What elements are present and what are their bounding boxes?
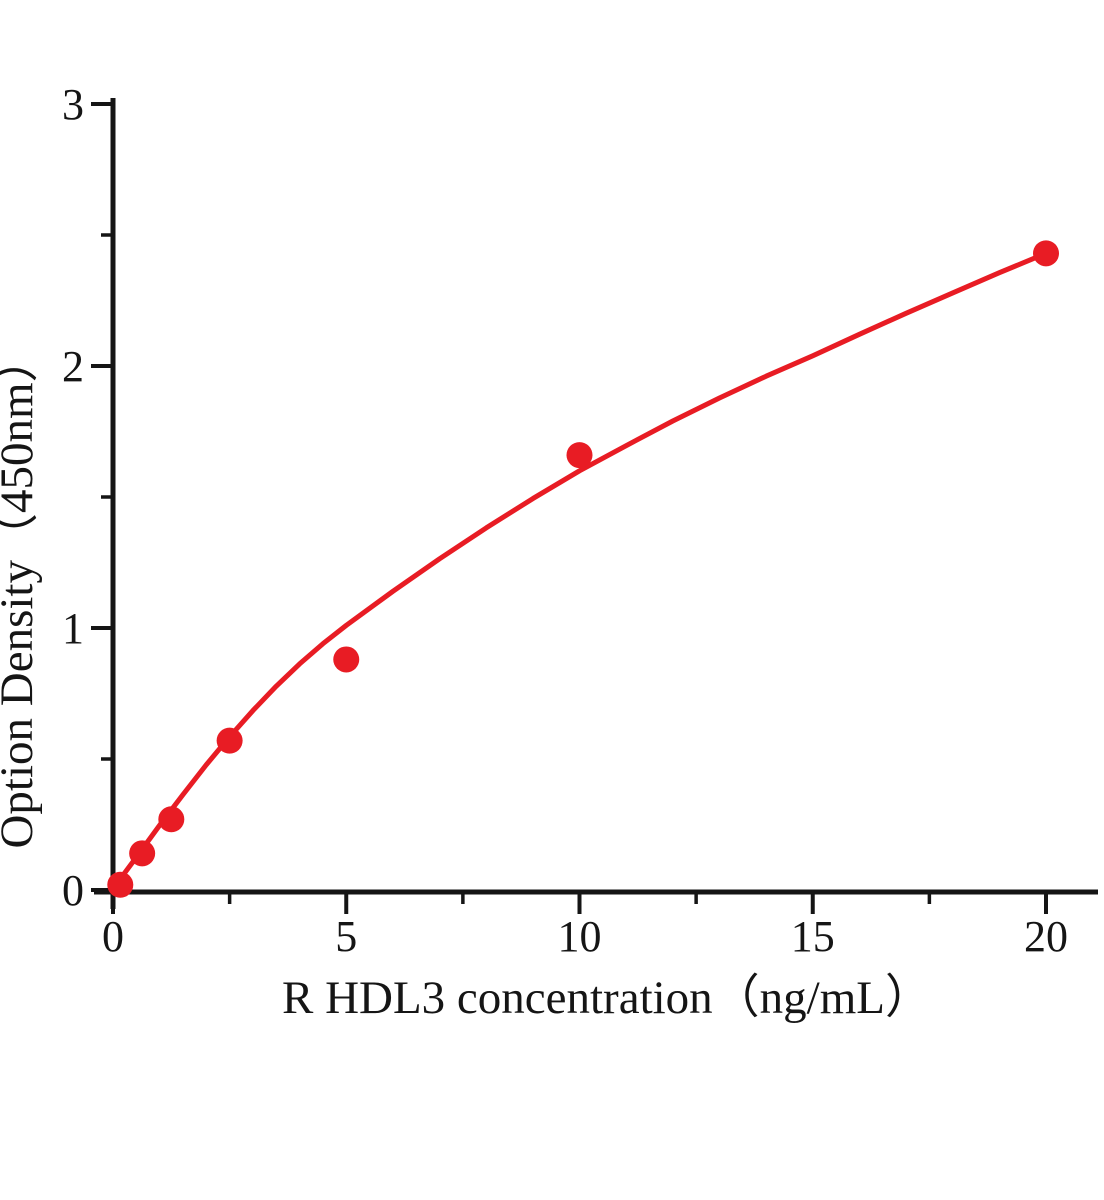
axis-ticks	[91, 102, 1048, 914]
fit-curve	[110, 250, 1049, 892]
data-point	[107, 871, 134, 898]
y-axis-tick-label: 1	[62, 604, 84, 653]
data-point	[566, 442, 593, 469]
data-point	[158, 806, 185, 833]
data-points	[107, 240, 1059, 898]
x-axis-tick-label: 10	[558, 912, 602, 961]
axis-tick-labels: 0 5 10 15 20 0 1 2 3	[62, 80, 1068, 961]
data-point	[1033, 240, 1059, 267]
x-axis-tick-label: 0	[102, 912, 124, 961]
x-axis-tick-label: 5	[335, 912, 357, 961]
y-axis-tick-label: 0	[62, 866, 84, 915]
data-point	[333, 646, 360, 673]
y-axis-tick-label: 3	[62, 80, 84, 129]
x-axis-title: R HDL3 concentration（ng/mL）	[282, 972, 932, 1024]
fit-curve-line	[110, 250, 1049, 892]
y-axis-tick-label: 2	[62, 342, 84, 391]
axes	[94, 98, 1098, 909]
x-axis-tick-label: 20	[1024, 912, 1068, 961]
data-point	[129, 840, 156, 867]
y-axis-title: Option Density（450nm）	[0, 335, 43, 848]
x-axis-tick-label: 15	[791, 912, 835, 961]
data-point	[216, 727, 243, 754]
